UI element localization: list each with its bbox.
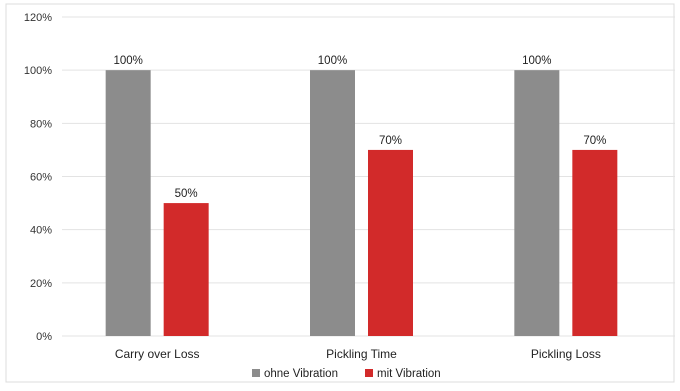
bar [514,70,560,337]
legend-swatch [252,369,260,377]
legend-label: ohne Vibration [264,368,338,380]
bar-data-label: 70% [583,135,606,147]
x-category-label: Pickling Loss [531,347,601,361]
y-axis-ticks: 0% 20% 40% 60% 80% 100% 120% [24,12,52,343]
bar-data-label: 100% [318,55,347,67]
chart-frame [5,3,675,383]
y-tick-label: 0% [36,331,52,343]
legend-label: mit Vibration [377,368,441,380]
bar [368,149,413,336]
bar [163,203,209,336]
y-tick-label: 40% [30,225,52,237]
y-tick-label: 100% [24,65,52,77]
legend-swatch [365,369,373,377]
bar-data-label: 50% [175,188,198,200]
bar-data-label: 100% [113,55,142,67]
y-tick-label: 20% [30,278,52,290]
bar [105,70,151,337]
y-tick-label: 120% [24,12,52,24]
bar-data-label: 70% [379,135,402,147]
x-axis-categories: Carry over Loss Pickling Time Pickling Los… [115,347,601,361]
legend: ohne Vibration mit Vibration [252,368,441,380]
x-category-label: Carry over Loss [115,347,200,361]
y-tick-label: 80% [30,118,52,130]
y-tick-label: 60% [30,172,52,184]
bars [105,70,618,337]
data-labels: 100% 50% 100% 70% 100% 70% [113,55,606,200]
bar-data-label: 100% [522,55,551,67]
bar [572,149,618,336]
x-category-label: Pickling Time [326,347,397,361]
bar [310,70,355,337]
